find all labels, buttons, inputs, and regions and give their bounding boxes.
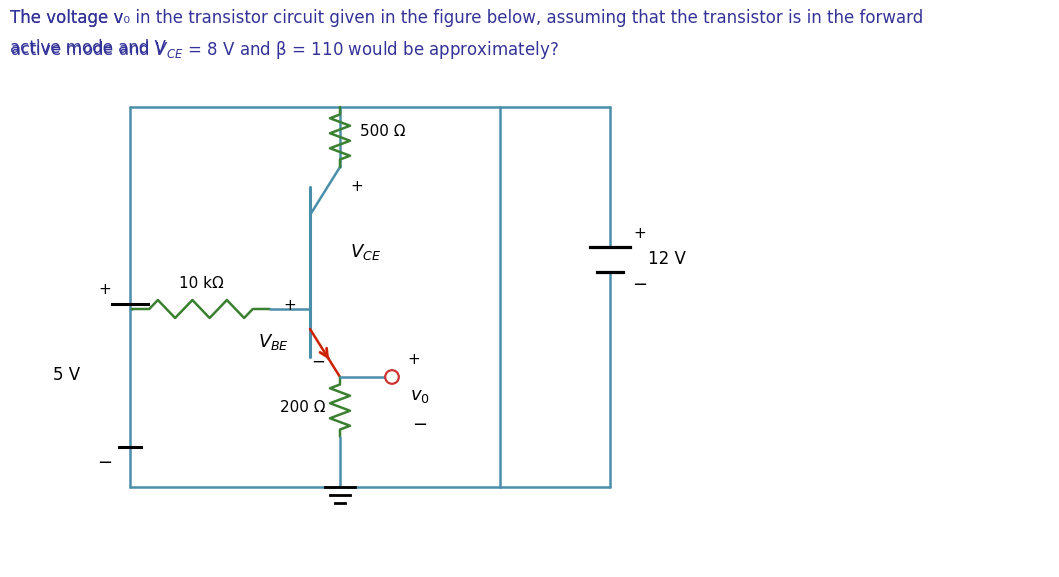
Text: The voltage v: The voltage v — [10, 9, 124, 27]
Text: −: − — [311, 353, 325, 371]
Text: +: + — [407, 351, 419, 366]
Text: $V_{BE}$: $V_{BE}$ — [258, 332, 289, 352]
Text: active mode and $V_{CE}$ = 8 V and β = 110 would be approximately?: active mode and $V_{CE}$ = 8 V and β = 1… — [10, 39, 559, 61]
Text: +: + — [633, 227, 646, 242]
Text: +: + — [98, 282, 111, 297]
Text: $V_{CE}$: $V_{CE}$ — [351, 242, 381, 262]
Text: 5 V: 5 V — [53, 366, 80, 384]
Text: 200 Ω: 200 Ω — [280, 399, 325, 414]
Circle shape — [385, 370, 399, 384]
Text: −: − — [412, 416, 427, 434]
Text: +: + — [284, 298, 297, 313]
Text: 10 kΩ: 10 kΩ — [179, 276, 223, 291]
Text: −: − — [97, 454, 112, 472]
Text: +: + — [351, 179, 363, 194]
Text: 500 Ω: 500 Ω — [360, 125, 406, 140]
Text: 12 V: 12 V — [648, 250, 686, 268]
Text: −: − — [632, 276, 647, 294]
Text: The voltage v₀ in the transistor circuit given in the figure below, assuming tha: The voltage v₀ in the transistor circuit… — [10, 9, 923, 27]
Text: active mode and V: active mode and V — [10, 39, 166, 57]
Text: $v_0$: $v_0$ — [410, 387, 430, 405]
